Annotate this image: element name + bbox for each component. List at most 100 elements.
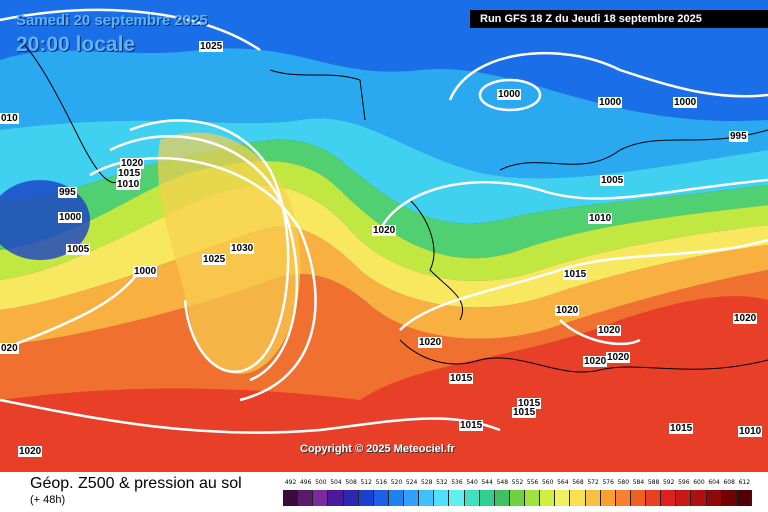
isobar-label: 1015: [512, 407, 537, 418]
legend-color-box: [525, 490, 541, 506]
legend-level-label: 580: [617, 479, 630, 486]
legend-color-box: [298, 490, 314, 506]
isobar-label: 1020: [583, 356, 608, 367]
legend-level-label: 596: [678, 479, 690, 486]
legend-level-label: 496: [299, 479, 312, 486]
legend-level-label: 564: [557, 479, 569, 486]
isobar-label: 1020: [120, 158, 145, 169]
legend-level-label: 576: [602, 479, 614, 486]
legend-level-label: 508: [345, 479, 357, 486]
isobar-label: 1020: [733, 313, 758, 324]
isobar-label: 1000: [673, 97, 698, 108]
isobar-label: 020: [0, 343, 19, 354]
legend-level-label: 604: [708, 479, 720, 486]
legend-level-label: 528: [420, 479, 433, 486]
legend-color-scale: [283, 490, 752, 506]
isobar-label: 1030: [230, 243, 255, 254]
legend-level-label: 592: [662, 479, 675, 486]
valid-date: Samedi 20 septembre 2025: [16, 12, 208, 29]
legend-level-label: 600: [693, 479, 705, 486]
legend-level-label: 536: [451, 479, 463, 486]
legend-level-label: 532: [436, 479, 448, 486]
isobar-label: 1005: [600, 175, 625, 186]
legend-color-box: [540, 490, 556, 506]
isobar-label: 1015: [449, 373, 474, 384]
isobar-label: 1015: [117, 168, 142, 179]
legend-level-label: 556: [526, 479, 539, 486]
legend-color-box: [691, 490, 707, 506]
legend-color-box: [570, 490, 586, 506]
legend-color-box: [706, 490, 722, 506]
isobar-label: 1010: [116, 179, 141, 190]
legend-level-label: 500: [315, 479, 327, 486]
isobar-label: 1015: [669, 423, 694, 434]
legend-level-label: 568: [572, 479, 584, 486]
run-info: Run GFS 18 Z du Jeudi 18 septembre 2025: [470, 10, 768, 28]
legend-level-label: 544: [481, 479, 493, 486]
legend-level-label: 548: [496, 479, 509, 486]
legend-color-box: [676, 490, 692, 506]
legend-color-box: [479, 490, 495, 506]
legend-color-box: [283, 490, 299, 506]
legend-labels: 492 496 500 504 508 512 516 520 524 528 532 536 540 5…: [283, 478, 752, 488]
isobar-label: 1010: [588, 213, 613, 224]
isobar-label: 1015: [517, 398, 542, 409]
legend-color-box: [449, 490, 465, 506]
isobar-label: 1025: [202, 254, 227, 265]
legend-color-box: [615, 490, 631, 506]
legend-color-box: [494, 490, 510, 506]
legend-level-label: 524: [405, 479, 418, 486]
isobar-label: 1020: [597, 325, 622, 336]
footer-subtitle: (+ 48h): [30, 494, 66, 506]
isobar-label: 1020: [606, 352, 631, 363]
legend-color-box: [509, 490, 525, 506]
legend-color-box: [464, 490, 480, 506]
isobar-label: 1000: [58, 212, 83, 223]
legend-level-label: 492: [284, 479, 297, 486]
legend-color-box: [630, 490, 646, 506]
legend-color-box: [434, 490, 450, 506]
legend-color-box: [373, 490, 389, 506]
legend-color-box: [736, 490, 752, 506]
isobar-label: 995: [58, 187, 77, 198]
legend-level-label: 520: [390, 479, 403, 486]
isobar-label: 010: [0, 113, 19, 124]
legend-color-box: [388, 490, 404, 506]
isobar-label: 1005: [66, 244, 91, 255]
isobar-label: 1020: [18, 446, 43, 457]
geopotential-map: [0, 0, 768, 472]
legend-level-label: 560: [541, 479, 554, 486]
legend-color-box: [600, 490, 616, 506]
legend-color-box: [555, 490, 571, 506]
legend-color-box: [404, 490, 420, 506]
isobar-label: 1020: [372, 225, 397, 236]
isobar-label: 1000: [598, 97, 623, 108]
copyright: Copyright © 2025 Meteociel.fr: [300, 443, 455, 455]
isobar-label: 1020: [555, 305, 580, 316]
isobar-label: 995: [729, 131, 748, 142]
isobar-label: 1010: [738, 426, 763, 437]
legend-color-box: [585, 490, 601, 506]
isobar-label: 1000: [497, 89, 522, 100]
isobar-label: 1020: [418, 337, 443, 348]
legend-color-box: [358, 490, 374, 506]
legend-level-label: 588: [647, 479, 660, 486]
legend-level-label: 572: [587, 479, 599, 486]
legend-color-box: [328, 490, 344, 506]
legend-level-label: 512: [360, 479, 372, 486]
legend-color-box: [313, 490, 329, 506]
isobar-label: 1000: [133, 266, 158, 277]
legend-level-label: 540: [466, 479, 478, 486]
legend-color-box: [419, 490, 435, 506]
footer-title: Géop. Z500 & pression au sol: [30, 475, 242, 492]
legend-level-label: 612: [738, 479, 751, 486]
legend-color-box: [646, 490, 662, 506]
valid-time: 20:00 locale: [16, 33, 136, 56]
legend-level-label: 504: [330, 479, 342, 486]
legend-level-label: 584: [632, 479, 645, 486]
legend-level-label: 608: [723, 479, 735, 486]
isobar-label: 1015: [563, 269, 588, 280]
isobar-label: 1015: [459, 420, 484, 431]
legend-color-box: [721, 490, 737, 506]
legend-level-label: 516: [375, 479, 388, 486]
